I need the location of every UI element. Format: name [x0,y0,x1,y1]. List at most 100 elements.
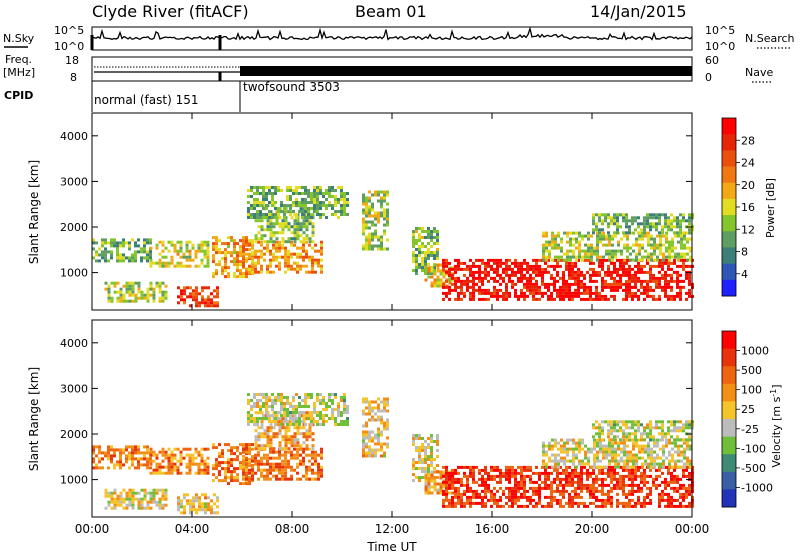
velocity-echo-cell [649,492,652,496]
velocity-echo-cell [505,474,508,478]
power-echo-cell [484,270,487,274]
power-echo-cell [505,297,508,301]
velocity-echo-cell [280,402,283,405]
power-echo-cell [667,228,670,232]
power-echo-cell [652,213,655,217]
velocity-echo-cell [239,452,242,456]
power-echo-cell [659,243,662,247]
power-echo-cell [505,288,508,292]
power-echo-cell [298,210,301,213]
power-echo-cell [158,281,162,285]
power-echo-cell [629,252,632,256]
velocity-echo-cell [263,468,266,472]
velocity-echo-cell [562,495,565,499]
power-echo-cell [613,267,616,271]
power-echo-cell [311,240,315,244]
velocity-echo-cell [293,435,297,439]
power-echo-cell [317,264,320,268]
velocity-echo-cell [646,501,649,505]
power-echo-cell [505,261,508,265]
velocity-echo-cell [457,492,460,496]
power-echo-cell [218,263,221,267]
power-echo-cell [110,241,113,245]
velocity-echo-cell [176,459,180,463]
velocity-echo-cell [649,501,652,505]
power-echo-cell [265,198,268,201]
power-echo-cell [245,248,248,252]
power-echo-cell [368,208,371,212]
power-echo-cell [293,231,297,235]
velocity-echo-cell [192,502,195,506]
velocity-echo-cell [580,480,583,484]
power-echo-cell [676,294,679,298]
velocity-echo-cell [544,504,547,508]
velocity-echo-cell [565,483,568,487]
power-echo-cell [517,297,520,301]
velocity-echo-cell [595,432,598,436]
power-echo-cell [574,288,577,292]
power-echo-cell [380,214,383,218]
power-echo-cell [559,291,562,295]
velocity-echo-cell [578,447,581,451]
velocity-echo-cell [254,456,257,460]
power-echo-cell [548,249,551,253]
power-echo-cell [508,267,511,271]
velocity-echo-cell [289,423,292,426]
velocity-echo-cell [574,474,577,478]
power-echo-cell [655,276,658,280]
velocity-echo-cell [469,465,472,469]
power-echo-cell [424,251,427,254]
power-echo-cell [574,276,577,280]
velocity-echo-cell [578,450,581,454]
power-echo-cell [674,246,677,250]
velocity-echo-cell [212,479,215,483]
velocity-echo-cell [304,423,307,426]
power-echo-cell [628,219,631,223]
power-echo-cell [631,285,634,289]
velocity-echo-cell [580,495,583,499]
power-echo-cell [679,279,682,283]
power-echo-cell [233,272,236,276]
power-echo-cell [203,255,207,259]
velocity-echo-cell [271,402,274,405]
power-echo-cell [302,222,306,226]
power-echo-cell [206,252,210,256]
velocity-echo-cell [305,411,309,415]
power-echo-cell [424,245,427,248]
power-echo-cell [673,279,676,283]
power-echo-cell [640,222,643,226]
power-echo-cell [320,249,323,253]
power-echo-cell [161,299,165,303]
power-echo-cell [149,256,152,260]
velocity-echo-cell [424,488,428,492]
velocity-echo-cell [386,397,389,401]
velocity-echo-cell [269,435,273,439]
velocity-echo-cell [302,474,305,478]
velocity-echo-cell [661,498,664,502]
velocity-echo-cell [680,450,683,454]
power-echo-cell [221,242,224,246]
power-echo-cell [218,248,221,252]
power-echo-cell [655,216,658,220]
power-echo-cell [560,237,563,241]
power-echo-cell [646,282,649,286]
power-echo-cell [454,270,457,274]
power-echo-cell [625,297,628,301]
velocity-echo-cell [259,417,262,420]
velocity-echo-cell [661,471,664,475]
power-echo-cell [212,257,215,261]
power-echo-cell [499,273,502,277]
velocity-echo-cell [298,423,301,426]
velocity-echo-cell [296,471,299,475]
velocity-echo-cell [658,504,661,508]
velocity-echo-cell [368,418,371,422]
power-echo-cell [466,279,469,283]
power-echo-cell [445,264,448,268]
velocity-echo-cell [149,457,152,461]
power-echo-cell [304,207,307,210]
power-echo-cell [664,270,667,274]
power-echo-cell [535,258,538,262]
power-echo-cell [269,240,273,244]
power-echo-cell [368,238,371,242]
velocity-echo-cell [656,453,659,457]
